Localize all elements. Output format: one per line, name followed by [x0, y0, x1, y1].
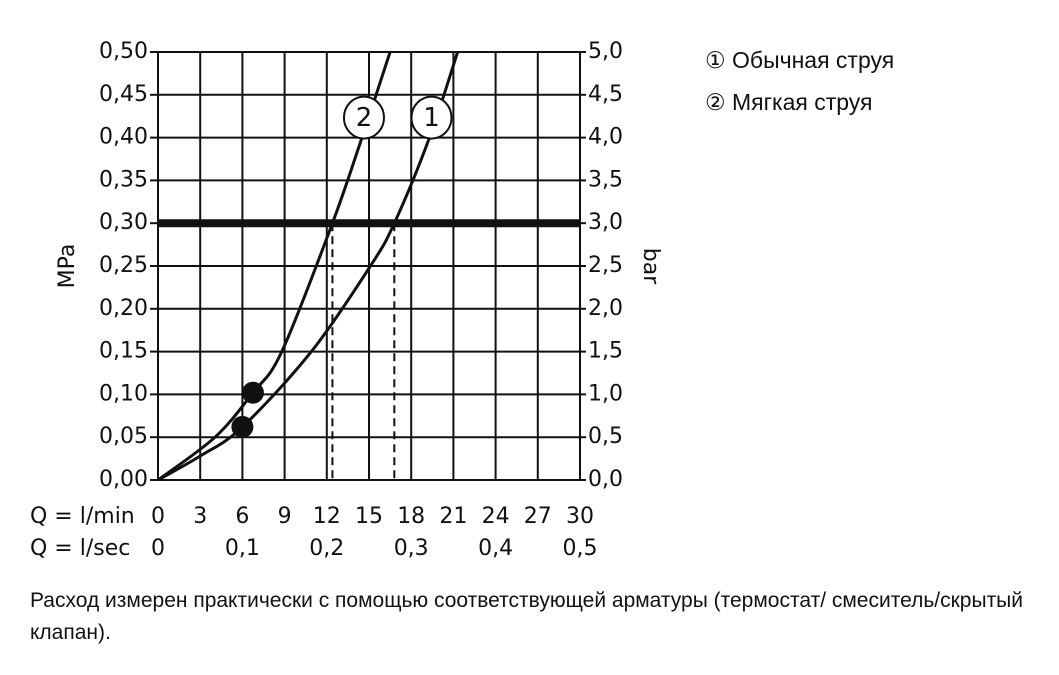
y-tick-label: 0,05	[99, 424, 148, 449]
x-tick-label: 15	[355, 504, 383, 529]
y2-tick-label: 1,0	[588, 381, 623, 406]
y2-tick-label: 4,0	[588, 125, 623, 150]
y-tick-label: 0,10	[99, 381, 148, 406]
operating-point	[241, 381, 264, 404]
y-tick-label: 0,15	[99, 339, 148, 364]
y2-tick-label: 1,5	[588, 339, 623, 364]
y2-tick-label: 0,0	[588, 467, 623, 492]
x-tick-label: 30	[566, 504, 594, 529]
y-tick-label: 0,45	[99, 82, 148, 107]
x-tick-label: 21	[439, 504, 467, 529]
y2-tick-label: 0,5	[588, 424, 623, 449]
legend-entry: ② Мягкая струя	[705, 89, 872, 115]
y-tick-label: 0,20	[99, 296, 148, 321]
y-tick-label: 0,35	[99, 167, 148, 192]
x2-tick-label: 0,3	[394, 536, 429, 561]
plot-frame	[157, 51, 581, 481]
curve-badge	[342, 95, 385, 140]
legend-entry: ① Обычная струя	[705, 47, 894, 73]
x2-tick-label: 0	[151, 536, 165, 561]
x-tick-label: 12	[313, 504, 341, 529]
x-tick-label: 18	[397, 504, 425, 529]
y-tick-label: 0,00	[99, 467, 148, 492]
note: Расход измерен практически с помощью соо…	[30, 589, 1024, 644]
curve-label: 1	[423, 103, 440, 133]
y2-tick-label: 2,0	[588, 296, 623, 321]
y-tick-label: 0,40	[99, 125, 148, 150]
y2-axis-label: bar	[638, 248, 663, 285]
x-tick-label: 9	[278, 504, 292, 529]
curve-label: 2	[356, 103, 373, 133]
x-tick-label: 6	[235, 504, 249, 529]
x-tick-label: 3	[193, 504, 207, 529]
x2-tick-label: 0,1	[225, 536, 260, 561]
y-tick-label: 0,25	[99, 253, 148, 278]
y2-tick-label: 4,5	[588, 82, 623, 107]
x-tick-label: 24	[482, 504, 510, 529]
y-tick-label: 0,30	[99, 210, 148, 235]
x2-axis-label: Q = l/sec	[30, 536, 130, 561]
y-axis-label: MPa	[55, 244, 80, 289]
y2-tick-label: 2,5	[588, 253, 623, 278]
x2-tick-label: 0,2	[309, 536, 344, 561]
y2-tick-label: 3,0	[588, 210, 623, 235]
x-axis-label: Q = l/min	[30, 504, 135, 529]
x2-tick-label: 0,4	[478, 536, 513, 561]
y2-tick-label: 3,5	[588, 167, 623, 192]
x-tick-label: 0	[151, 504, 165, 529]
series-line	[157, 51, 460, 482]
operating-point	[231, 415, 254, 438]
note-box: Расход измерен практически с помощью соо…	[30, 589, 1024, 644]
curve-badge	[410, 95, 453, 140]
y-tick-label: 0,50	[99, 39, 148, 64]
x2-tick-label: 0,5	[563, 536, 598, 561]
x-tick-label: 27	[524, 504, 552, 529]
y2-tick-label: 5,0	[588, 39, 623, 64]
